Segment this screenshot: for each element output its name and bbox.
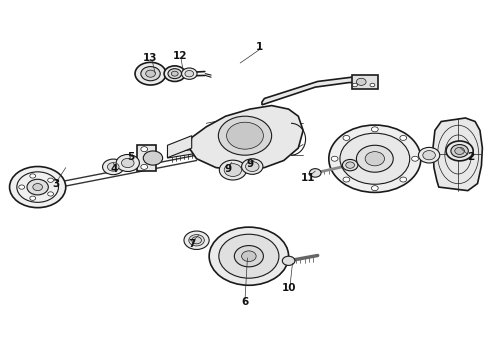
Circle shape [242, 159, 263, 174]
Circle shape [245, 162, 259, 171]
Bar [352, 75, 378, 89]
Circle shape [400, 177, 407, 182]
Circle shape [371, 127, 378, 132]
Circle shape [141, 165, 147, 169]
Circle shape [141, 67, 160, 81]
Circle shape [30, 174, 36, 178]
Text: 6: 6 [242, 297, 248, 307]
Circle shape [346, 162, 354, 168]
Circle shape [209, 227, 289, 285]
Text: 7: 7 [188, 239, 196, 249]
Text: 4: 4 [111, 165, 118, 174]
Circle shape [220, 160, 246, 180]
Circle shape [48, 192, 53, 196]
Circle shape [365, 152, 385, 166]
Circle shape [234, 246, 264, 267]
Circle shape [352, 83, 357, 87]
Text: 11: 11 [301, 173, 315, 183]
Text: 5: 5 [127, 152, 135, 162]
Text: 9: 9 [224, 165, 232, 174]
Circle shape [343, 177, 350, 182]
Circle shape [27, 179, 49, 195]
Text: 1: 1 [256, 42, 263, 52]
Circle shape [226, 122, 264, 149]
Circle shape [146, 70, 155, 77]
Circle shape [10, 167, 66, 208]
Circle shape [184, 231, 209, 249]
Circle shape [400, 135, 407, 140]
Circle shape [370, 83, 375, 87]
Circle shape [19, 185, 25, 189]
Text: 3: 3 [52, 179, 60, 189]
Circle shape [340, 133, 410, 184]
Bar [138, 145, 156, 171]
Polygon shape [168, 142, 240, 158]
Circle shape [282, 256, 295, 265]
Circle shape [107, 163, 119, 171]
Circle shape [224, 164, 242, 176]
Circle shape [189, 235, 204, 246]
Circle shape [164, 66, 185, 81]
Circle shape [168, 69, 181, 78]
Circle shape [455, 147, 465, 154]
Circle shape [102, 159, 124, 175]
Circle shape [309, 168, 321, 177]
Circle shape [242, 251, 256, 261]
Circle shape [181, 68, 197, 79]
Polygon shape [189, 105, 303, 170]
Polygon shape [168, 136, 192, 158]
Circle shape [343, 159, 358, 171]
Circle shape [343, 135, 350, 140]
Circle shape [423, 150, 436, 160]
Circle shape [446, 141, 473, 161]
Text: 13: 13 [143, 53, 158, 63]
Text: 9: 9 [246, 159, 253, 169]
Circle shape [418, 147, 440, 163]
Circle shape [356, 145, 393, 172]
Polygon shape [262, 77, 371, 105]
Circle shape [412, 156, 418, 161]
Polygon shape [433, 118, 482, 191]
Circle shape [30, 196, 36, 200]
Circle shape [33, 184, 43, 191]
Text: 2: 2 [466, 152, 474, 162]
Circle shape [356, 78, 366, 85]
Circle shape [185, 71, 194, 77]
Circle shape [371, 186, 378, 191]
Circle shape [122, 158, 134, 168]
Text: 12: 12 [172, 51, 187, 61]
Circle shape [141, 147, 147, 152]
Circle shape [172, 71, 178, 76]
Circle shape [219, 116, 271, 155]
Circle shape [48, 178, 53, 183]
Circle shape [451, 145, 468, 157]
Circle shape [135, 62, 166, 85]
Circle shape [116, 154, 139, 171]
Circle shape [219, 234, 279, 278]
Circle shape [329, 125, 421, 192]
Text: 10: 10 [281, 283, 296, 293]
Circle shape [143, 151, 163, 165]
Circle shape [331, 156, 338, 161]
